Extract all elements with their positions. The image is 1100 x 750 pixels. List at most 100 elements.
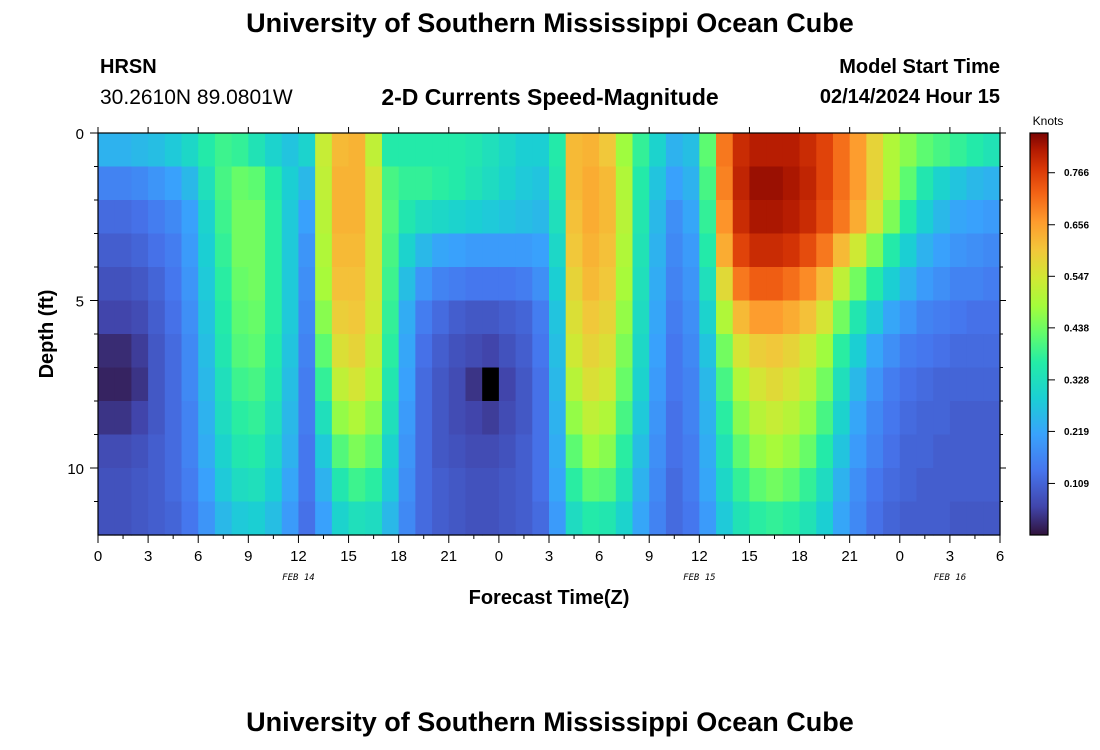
- heatmap-cell: [381, 434, 400, 469]
- heatmap-cell: [665, 434, 684, 469]
- heatmap-cell: [549, 166, 567, 201]
- heatmap-cell: [582, 200, 600, 235]
- heatmap-cell: [699, 200, 717, 235]
- heatmap-cell: [749, 334, 767, 369]
- heatmap-cell: [849, 468, 867, 503]
- heatmap-cell: [398, 501, 416, 536]
- heatmap-cell: [916, 334, 934, 369]
- heatmap-cell: [181, 334, 199, 369]
- heatmap-cell: [949, 300, 968, 335]
- heatmap-cell: [365, 501, 383, 536]
- heatmap-cell: [782, 133, 801, 168]
- heatmap-cell: [732, 401, 751, 436]
- heatmap-cell: [933, 468, 951, 503]
- heatmap-cell: [699, 133, 717, 168]
- heatmap-cell: [465, 334, 483, 369]
- heatmap-cell: [415, 233, 433, 268]
- heatmap-cell: [565, 267, 584, 302]
- heatmap-cell: [148, 133, 166, 168]
- heatmap-cell: [231, 334, 249, 369]
- heatmap-cell: [649, 300, 667, 335]
- heatmap-cell: [181, 300, 199, 335]
- x-tick-label: 21: [841, 548, 858, 565]
- heatmap-cell: [716, 300, 734, 335]
- heatmap-cell: [315, 267, 333, 302]
- heatmap-cell: [164, 233, 183, 268]
- heatmap-cells: [98, 133, 1001, 536]
- heatmap-cell: [749, 166, 767, 201]
- heatmap-cell: [749, 501, 767, 536]
- heatmap-cell: [816, 233, 834, 268]
- heatmap-cell: [315, 200, 333, 235]
- heatmap-cell: [883, 166, 901, 201]
- x-tick-label: 0: [896, 548, 904, 565]
- heatmap-cell: [532, 501, 550, 536]
- heatmap-cell: [515, 233, 533, 268]
- heatmap-cell: [699, 267, 717, 302]
- heatmap-cell: [98, 501, 116, 536]
- heatmap-cell: [682, 401, 700, 436]
- heatmap-cell: [732, 468, 751, 503]
- heatmap-cell: [148, 434, 166, 469]
- heatmap-cell: [148, 233, 166, 268]
- heatmap-cell: [916, 434, 934, 469]
- heatmap-cell: [265, 434, 283, 469]
- heatmap-cell: [98, 166, 116, 201]
- heatmap-cell: [114, 367, 133, 402]
- heatmap-cell: [716, 200, 734, 235]
- heatmap-cell: [98, 367, 116, 402]
- heatmap-cell: [181, 468, 199, 503]
- heatmap-cell: [816, 401, 834, 436]
- heatmap-cell: [231, 300, 249, 335]
- heatmap-cell: [348, 501, 366, 536]
- colorbar: [1029, 132, 1049, 536]
- heatmap-cell: [482, 501, 500, 536]
- heatmap-cell: [699, 300, 717, 335]
- heatmap-cell: [983, 367, 1001, 402]
- heatmap-cell: [949, 468, 968, 503]
- x-tick-label: 6: [996, 548, 1004, 565]
- heatmap-cell: [114, 166, 133, 201]
- heatmap-cell: [331, 468, 350, 503]
- heatmap-cell: [214, 166, 233, 201]
- heatmap-cell: [432, 166, 450, 201]
- heatmap-cell: [665, 334, 684, 369]
- heatmap-cell: [248, 434, 266, 469]
- heatmap-cell: [482, 401, 500, 436]
- heatmap-cell: [164, 200, 183, 235]
- heatmap-cell: [549, 300, 567, 335]
- heatmap-cell: [214, 367, 233, 402]
- heatmap-cell: [131, 200, 149, 235]
- heatmap-cell: [799, 200, 817, 235]
- heatmap-cell: [365, 334, 383, 369]
- heatmap-cell: [148, 300, 166, 335]
- heatmap-cell: [415, 434, 433, 469]
- heatmap-cell: [866, 334, 884, 369]
- heatmap-cell: [298, 501, 316, 536]
- heatmap-cell: [716, 367, 734, 402]
- heatmap-cell: [599, 334, 617, 369]
- heatmap-cell: [549, 267, 567, 302]
- heatmap-cell: [682, 501, 700, 536]
- heatmap-cell: [732, 334, 751, 369]
- heatmap-cell: [549, 501, 567, 536]
- heatmap-cell: [849, 200, 867, 235]
- heatmap-cell: [849, 133, 867, 168]
- heatmap-cell: [482, 468, 500, 503]
- heatmap-cell: [398, 367, 416, 402]
- heatmap-cell: [181, 501, 199, 536]
- heatmap-cell: [265, 401, 283, 436]
- heatmap-cell: [365, 233, 383, 268]
- heatmap-cell: [498, 267, 517, 302]
- y-axis: 0 5 10: [67, 126, 1006, 502]
- colorbar-tick-label: 0.766: [1064, 168, 1089, 179]
- heatmap-cell: [983, 468, 1001, 503]
- heatmap-cell: [231, 501, 249, 536]
- heatmap-cell: [766, 200, 784, 235]
- heatmap-cell: [198, 401, 216, 436]
- heatmap-cell: [298, 233, 316, 268]
- heatmap-cell: [315, 501, 333, 536]
- heatmap-cell: [916, 133, 934, 168]
- heatmap-cell: [465, 166, 483, 201]
